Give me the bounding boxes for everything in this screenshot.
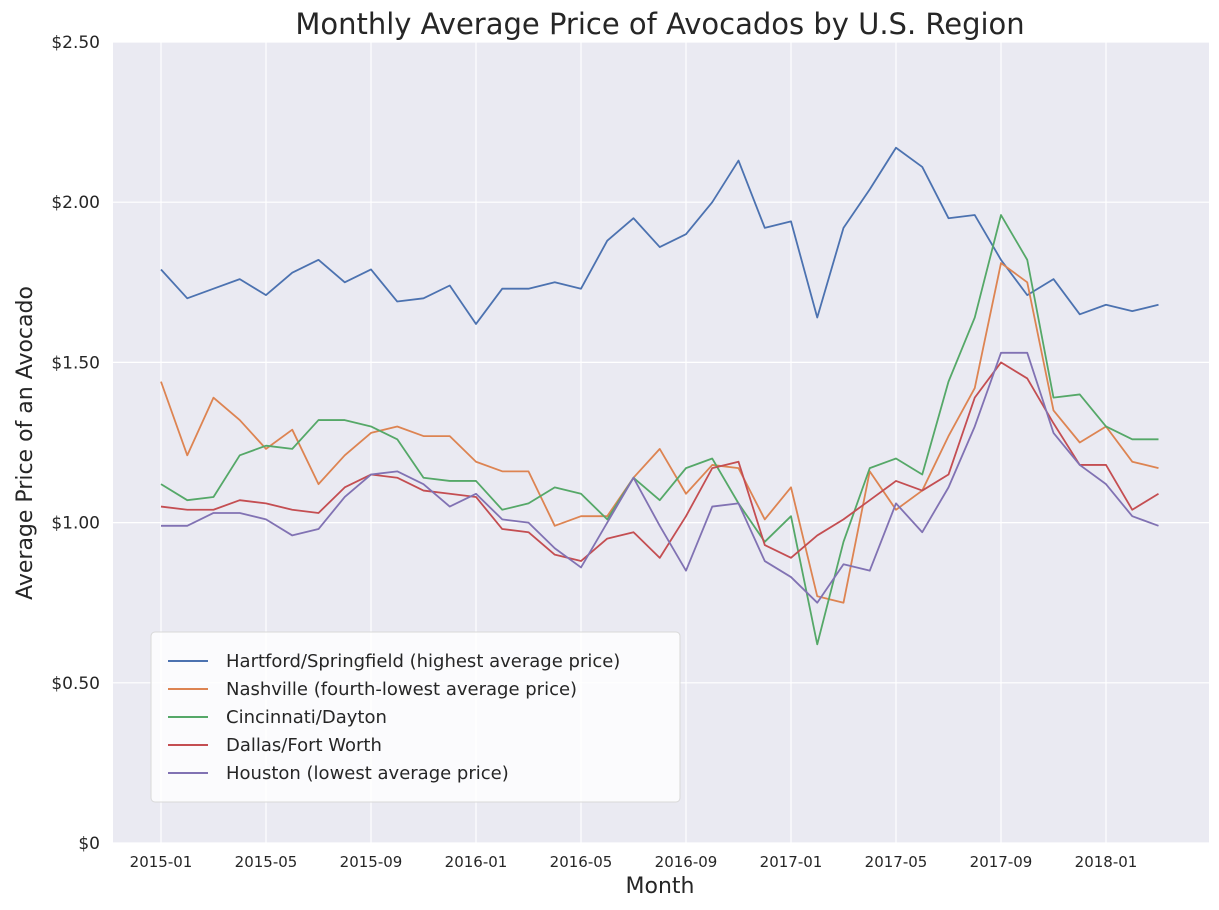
- x-tick-label: 2018-01: [1075, 853, 1138, 871]
- y-axis-label: Average Price of an Avocado: [13, 286, 38, 600]
- x-tick-label: 2017-09: [970, 853, 1033, 871]
- y-tick-label: $2.00: [51, 193, 100, 213]
- x-axis-label: Month: [626, 874, 695, 899]
- series-line: [160, 262, 1159, 604]
- legend-box: [150, 631, 681, 803]
- x-tick-labels: 2015-01 2015-05 2015-09 2016-01 2016-05 2016-…: [130, 853, 1138, 871]
- legend-label: Cincinnati/Dayton: [226, 707, 387, 728]
- legend-item: Houston (lowest average price): [168, 763, 509, 784]
- legend-label: Hartford/Springfield (highest average pr…: [226, 651, 620, 672]
- y-tick-label: $1.00: [51, 514, 100, 534]
- legend-label: Nashville (fourth-lowest average price): [226, 679, 577, 700]
- x-tick-label: 2015-01: [130, 853, 193, 871]
- y-tick-label: $0.50: [51, 674, 100, 694]
- legend-item: Hartford/Springfield (highest average pr…: [168, 651, 620, 672]
- x-tick-label: 2016-09: [655, 853, 718, 871]
- y-tick-label: $0: [78, 834, 100, 854]
- x-tick-label: 2017-05: [865, 853, 928, 871]
- legend: Hartford/Springfield (highest average pr…: [150, 631, 681, 803]
- y-tick-label: $2.50: [51, 33, 100, 53]
- legend-label: Dallas/Fort Worth: [226, 735, 382, 756]
- series-line: [160, 361, 1159, 562]
- x-tick-label: 2016-01: [445, 853, 508, 871]
- legend-item: Cincinnati/Dayton: [168, 707, 387, 728]
- chart-title: Monthly Average Price of Avocados by U.S…: [295, 7, 1024, 41]
- y-tick-label: $1.50: [51, 353, 100, 373]
- series-line: [160, 146, 1159, 325]
- legend-item: Nashville (fourth-lowest average price): [168, 679, 577, 700]
- x-tick-label: 2016-05: [550, 853, 613, 871]
- series-line: [160, 214, 1159, 646]
- series-line: [161, 351, 1159, 604]
- x-tick-label: 2017-01: [760, 853, 823, 871]
- y-tick-labels: $0 $0.50 $1.00 $1.50 $2.00 $2.50: [51, 33, 100, 854]
- series-lines: [160, 146, 1159, 646]
- x-tick-label: 2015-09: [340, 853, 403, 871]
- legend-item: Dallas/Fort Worth: [168, 735, 382, 756]
- x-tick-label: 2015-05: [235, 853, 298, 871]
- legend-label: Houston (lowest average price): [226, 763, 509, 784]
